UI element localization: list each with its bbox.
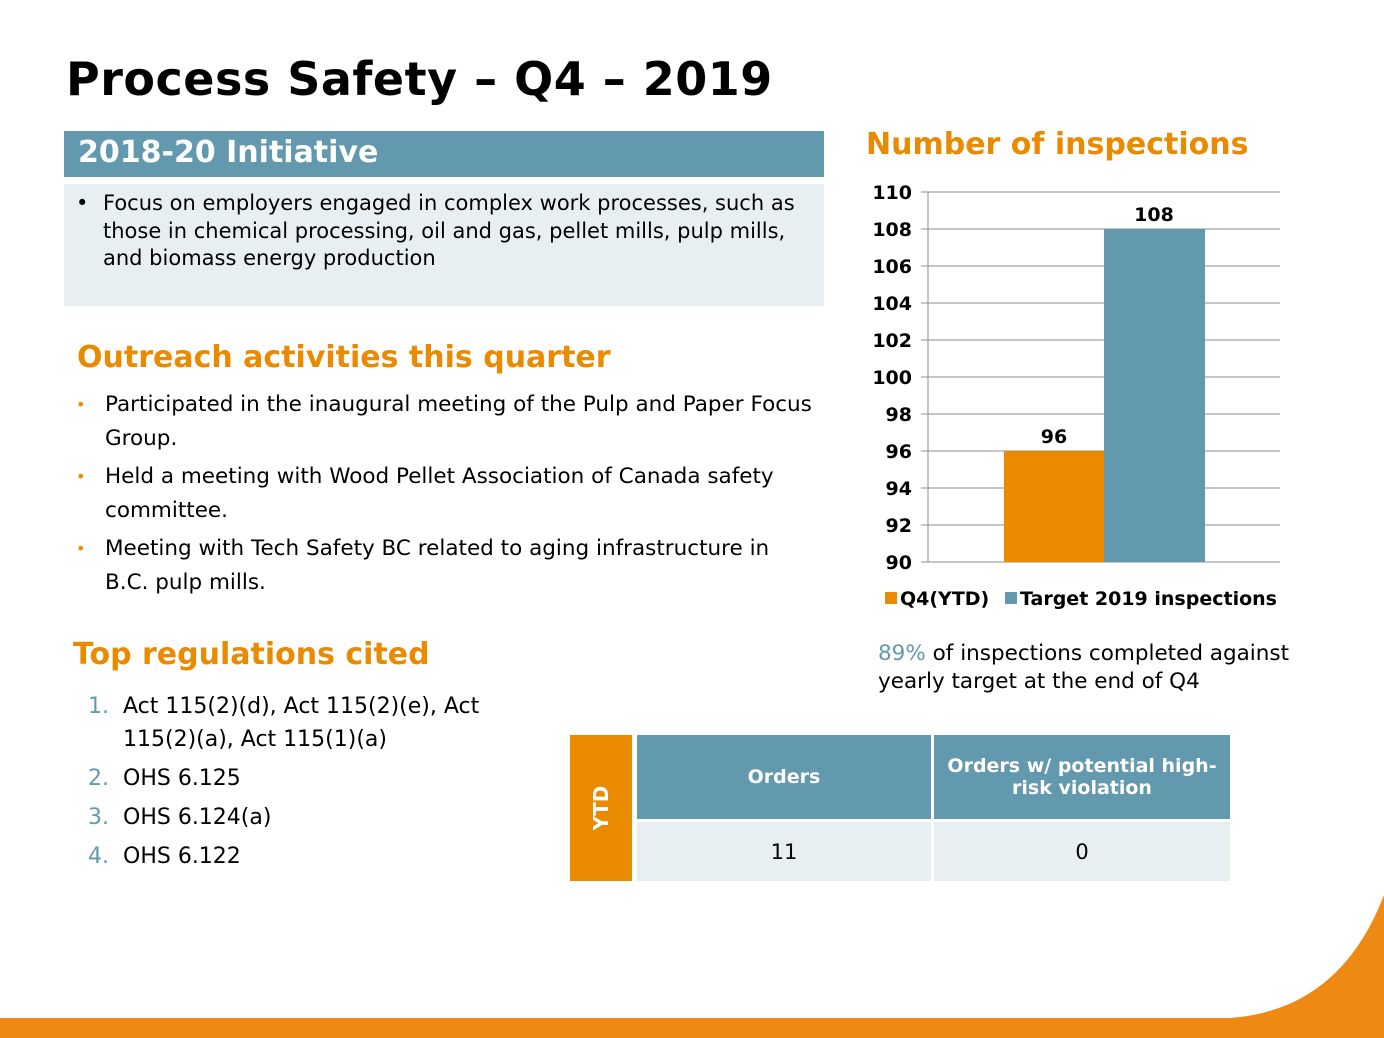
ytd-label-text: YTD (589, 785, 613, 831)
legend-swatch (1005, 592, 1017, 604)
list-item: 1. Act 115(2)(d), Act 115(2)(e), Act 115(… (88, 690, 488, 756)
list-item-text: OHS 6.125 (123, 766, 241, 791)
list-item-text: OHS 6.124(a) (123, 805, 272, 830)
y-tick-label: 104 (872, 293, 912, 315)
bullet-icon: • (76, 191, 89, 215)
bullet-item: • Focus on employers engaged in complex … (76, 190, 824, 273)
y-tick-label: 98 (886, 404, 912, 426)
data-label: 96 (1041, 426, 1067, 448)
y-tick-label: 90 (886, 552, 912, 574)
y-tick-label: 110 (872, 182, 912, 204)
list-item: 2. OHS 6.125 (88, 762, 488, 795)
list-number: 2. (88, 766, 109, 791)
legend-swatch (885, 592, 897, 604)
y-tick-label: 92 (886, 515, 912, 537)
data-label: 108 (1134, 204, 1174, 226)
bullet-text: Focus on employers engaged in complex wo… (103, 191, 795, 270)
bar-target (1104, 229, 1205, 562)
list-item-text: Held a meeting with Wood Pellet Associat… (105, 464, 774, 523)
outreach-heading: Outreach activities this quarter (77, 340, 611, 375)
list-item: • Participated in the inaugural meeting o… (76, 388, 816, 455)
y-tick-label: 100 (872, 367, 912, 389)
table-cell-orders: 11 (637, 822, 931, 881)
y-tick-label: 102 (872, 330, 912, 352)
y-tick-label: 106 (872, 256, 912, 278)
ytd-row-label: YTD (570, 735, 632, 881)
outreach-list: • Participated in the inaugural meeting o… (76, 388, 816, 604)
bullet-icon: • (76, 395, 86, 414)
completion-percent: 89% (878, 641, 926, 666)
list-item: • Held a meeting with Wood Pellet Associa… (76, 460, 816, 527)
list-item: • Meeting with Tech Safety BC related to … (76, 532, 816, 599)
completion-summary: 89% of inspections completed against yea… (878, 640, 1348, 696)
list-item-text: Act 115(2)(d), Act 115(2)(e), Act 115(2)… (123, 694, 480, 752)
list-item: 4. OHS 6.122 (88, 840, 488, 873)
page-title: Process Safety – Q4 – 2019 (66, 52, 773, 106)
inspections-chart: 90 92 94 96 98 100 102 104 106 108 110 96 108 Q4(YTD)… (872, 182, 1280, 610)
list-item-text: OHS 6.122 (123, 844, 241, 869)
initiative-heading: 2018-20 Initiative (64, 131, 824, 177)
regulations-heading: Top regulations cited (73, 637, 430, 672)
list-number: 4. (88, 844, 109, 869)
list-item-text: Meeting with Tech Safety BC related to a… (105, 536, 770, 595)
list-item: 3. OHS 6.124(a) (88, 801, 488, 834)
table-header-high-risk: Orders w/ potential high-risk violation (934, 735, 1230, 819)
list-number: 3. (88, 805, 109, 830)
chart-title: Number of inspections (866, 127, 1249, 162)
table-header-orders: Orders (637, 735, 931, 819)
legend-label: Target 2019 inspections (1020, 588, 1277, 610)
completion-text: of inspections completed against yearly … (878, 641, 1290, 694)
initiative-box: • Focus on employers engaged in complex … (64, 184, 824, 306)
y-tick-label: 108 (872, 219, 912, 241)
bullet-icon: • (76, 539, 86, 558)
list-item-text: Participated in the inaugural meeting of… (105, 392, 812, 451)
table-cell-high-risk: 0 (934, 822, 1230, 881)
legend-label: Q4(YTD) (900, 588, 989, 610)
y-tick-label: 96 (886, 441, 912, 463)
bar-q4-ytd (1004, 451, 1104, 562)
bullet-icon: • (76, 467, 86, 486)
y-tick-label: 94 (886, 478, 912, 500)
regulations-list: 1. Act 115(2)(d), Act 115(2)(e), Act 115(… (88, 690, 488, 879)
list-number: 1. (88, 694, 109, 719)
